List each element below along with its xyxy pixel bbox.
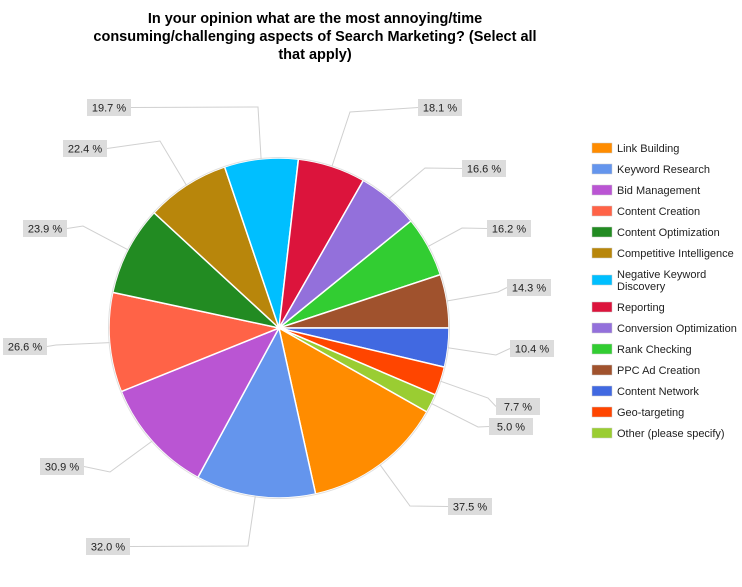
data-label: 32.0 % bbox=[91, 542, 125, 554]
legend-label: Content Network bbox=[617, 386, 699, 398]
data-label: 7.7 % bbox=[504, 402, 532, 414]
chart-title: In your opinion what are the most annoyi… bbox=[93, 11, 537, 63]
legend-swatch bbox=[591, 274, 613, 286]
leader-line bbox=[331, 107, 419, 167]
data-label-box bbox=[507, 279, 551, 296]
data-label-box bbox=[40, 458, 84, 475]
pie-slice-content-optimization[interactable] bbox=[111, 211, 282, 330]
legend-swatch bbox=[591, 142, 613, 154]
data-label-box bbox=[487, 220, 531, 237]
leader-line bbox=[46, 342, 110, 347]
legend-label: Rank Checking bbox=[617, 344, 692, 356]
data-label-box bbox=[23, 220, 67, 237]
pie-slices bbox=[108, 157, 450, 499]
data-label-box bbox=[418, 99, 462, 116]
legend-item[interactable]: Geo-targeting bbox=[591, 406, 684, 419]
legend-item[interactable]: Content Optimization bbox=[591, 226, 720, 239]
data-label: 10.4 % bbox=[515, 344, 549, 356]
legend-swatch bbox=[591, 427, 613, 439]
leader-line bbox=[130, 106, 262, 159]
legend-item[interactable]: Link Building bbox=[591, 142, 679, 155]
legend-label: Link Building bbox=[617, 143, 679, 155]
legend-item[interactable]: Keyword Research bbox=[591, 163, 710, 176]
legend-item[interactable]: Rank Checking bbox=[591, 343, 692, 356]
legend-label: Keyword Research bbox=[617, 164, 710, 176]
legend-swatch bbox=[591, 385, 613, 397]
legend-label: Content Optimization bbox=[617, 227, 720, 239]
legend-swatch bbox=[591, 247, 613, 259]
legend-swatch bbox=[591, 184, 613, 196]
leader-line bbox=[129, 496, 256, 547]
legend-label: Geo-targeting bbox=[617, 407, 684, 419]
leader-line bbox=[431, 403, 490, 428]
data-label-box bbox=[3, 338, 47, 355]
legend-item[interactable]: Conversion Optimization bbox=[591, 322, 737, 335]
leader-line bbox=[446, 287, 508, 302]
data-label-box bbox=[63, 140, 107, 157]
data-label: 14.3 % bbox=[512, 283, 546, 295]
pie-slice-bid-management[interactable] bbox=[120, 326, 281, 479]
data-label-box bbox=[87, 99, 131, 116]
data-label-box bbox=[86, 538, 130, 555]
leader-line bbox=[379, 464, 449, 507]
data-label-box bbox=[462, 160, 506, 177]
legend-item[interactable]: Reporting bbox=[591, 301, 665, 314]
leader-line bbox=[447, 347, 511, 356]
data-label: 16.2 % bbox=[492, 224, 526, 236]
leader-line bbox=[388, 167, 463, 199]
legend-item[interactable]: PPC Ad Creation bbox=[591, 364, 700, 377]
data-label: 37.5 % bbox=[453, 502, 487, 514]
legend-label: Bid Management bbox=[617, 185, 700, 197]
legend-swatch bbox=[591, 205, 613, 217]
data-label: 26.6 % bbox=[8, 342, 42, 354]
legend-swatch bbox=[591, 301, 613, 313]
data-label: 30.9 % bbox=[45, 462, 79, 474]
legend-item[interactable]: Bid Management bbox=[591, 184, 700, 197]
legend-item[interactable]: Content Network bbox=[591, 385, 699, 398]
data-label-box bbox=[510, 340, 554, 357]
data-labels: 37.5 % 32.0 % 30.9 % 26.6 % 23.9 % 22.4 % 19.7… bbox=[3, 99, 554, 555]
data-label-box bbox=[496, 398, 540, 415]
legend: Link Building Keyword Research Bid Managem… bbox=[591, 142, 737, 440]
legend-item[interactable]: Other (please specify) bbox=[591, 427, 725, 440]
legend-item[interactable]: Negative Keyword Discovery bbox=[591, 269, 706, 293]
legend-label: Negative Keyword Discovery bbox=[617, 269, 706, 293]
data-label: 16.6 % bbox=[467, 164, 501, 176]
leader-line bbox=[427, 227, 488, 247]
leader-line bbox=[440, 380, 497, 407]
leader-line bbox=[106, 140, 187, 186]
legend-label: Conversion Optimization bbox=[617, 323, 737, 335]
legend-swatch bbox=[591, 322, 613, 334]
legend-label: PPC Ad Creation bbox=[617, 365, 700, 377]
legend-item[interactable]: Competitive Intelligence bbox=[591, 247, 734, 260]
legend-swatch bbox=[591, 163, 613, 175]
data-label: 5.0 % bbox=[497, 422, 525, 434]
data-label: 18.1 % bbox=[423, 103, 457, 115]
legend-label: Competitive Intelligence bbox=[617, 248, 734, 260]
data-label-box bbox=[489, 418, 533, 435]
pie-outline bbox=[108, 157, 450, 499]
legend-label: Reporting bbox=[617, 302, 665, 314]
legend-label: Other (please specify) bbox=[617, 428, 725, 440]
leader-line bbox=[83, 440, 153, 473]
legend-swatch bbox=[591, 226, 613, 238]
leader-line bbox=[66, 225, 129, 251]
legend-swatch bbox=[591, 406, 613, 418]
legend-item[interactable]: Content Creation bbox=[591, 205, 700, 218]
data-label: 19.7 % bbox=[92, 103, 126, 115]
pie-slice-keyword-research[interactable] bbox=[196, 325, 317, 499]
data-label: 22.4 % bbox=[68, 144, 102, 156]
data-label: 23.9 % bbox=[28, 224, 62, 236]
legend-swatch bbox=[591, 343, 613, 355]
legend-swatch bbox=[591, 364, 613, 376]
data-label-box bbox=[448, 498, 492, 515]
pie-slice-content-creation[interactable] bbox=[108, 291, 282, 393]
legend-label: Content Creation bbox=[617, 206, 700, 218]
